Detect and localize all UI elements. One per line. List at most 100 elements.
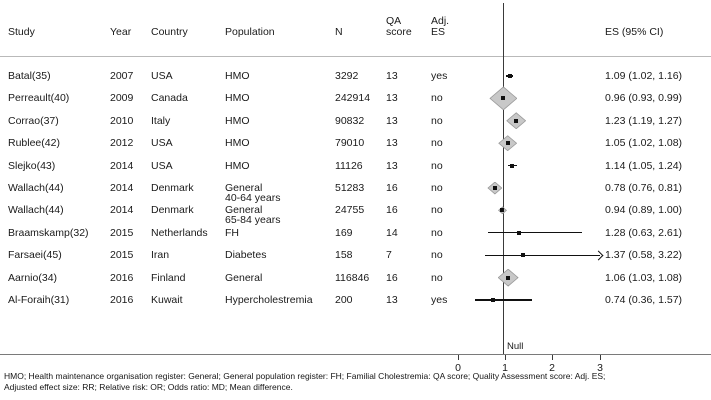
population-cell: General [225, 182, 263, 194]
es-ci-cell: 0.78 (0.76, 0.81) [605, 182, 683, 194]
point-estimate-marker [501, 96, 506, 101]
column-header-study: Study [8, 26, 35, 38]
adj-es-cell: no [431, 204, 443, 216]
population-cell: General [225, 272, 263, 284]
population-cell: HMO [225, 137, 250, 149]
study-cell: Rublee(42) [8, 137, 60, 149]
country-cell: Netherlands [151, 227, 208, 239]
adj-es-cell: yes [431, 294, 448, 306]
country-cell: USA [151, 160, 173, 172]
year-cell: 2016 [110, 294, 134, 306]
es-ci-cell: 1.23 (1.19, 1.27) [605, 115, 683, 127]
null-label: Null [507, 341, 524, 352]
n-cell: 51283 [335, 182, 365, 194]
column-header-adj-es-line2: ES [431, 26, 446, 38]
es-ci-cell: 0.74 (0.36, 1.57) [605, 294, 683, 306]
adj-es-cell: no [431, 137, 443, 149]
year-cell: 2014 [110, 160, 134, 172]
x-axis-tick-label: 3 [597, 362, 603, 374]
n-cell: 79010 [335, 137, 365, 149]
population-subline: 65-84 years [225, 214, 281, 226]
es-ci-cell: 1.37 (0.58, 3.22) [605, 249, 683, 261]
qa-score-cell: 13 [386, 92, 398, 104]
x-axis-tick [458, 355, 460, 360]
x-axis-line [0, 354, 711, 356]
n-cell: 90832 [335, 115, 365, 127]
column-header-n: N [335, 26, 343, 38]
header-rule [0, 56, 711, 58]
point-estimate-marker [506, 275, 511, 280]
column-header-year: Year [110, 26, 132, 38]
es-ci-cell: 1.28 (0.63, 2.61) [605, 227, 683, 239]
x-axis-tick-label: 1 [502, 362, 508, 374]
country-cell: Finland [151, 272, 186, 284]
adj-es-cell: no [431, 272, 443, 284]
population-cell: HMO [225, 70, 250, 82]
study-cell: Al-Foraih(31) [8, 294, 70, 306]
qa-score-cell: 13 [386, 160, 398, 172]
population-subline: 40-64 years [225, 192, 281, 204]
study-cell: Corrao(37) [8, 115, 59, 127]
column-header-population: Population [225, 26, 275, 38]
es-ci-cell: 0.94 (0.89, 1.00) [605, 204, 683, 216]
footnote-line2: Adjusted effect size: RR; Relative risk:… [4, 382, 293, 392]
study-cell: Wallach(44) [8, 204, 64, 216]
qa-score-cell: 13 [386, 137, 398, 149]
population-cell: HMO [225, 160, 250, 172]
es-ci-cell: 1.05 (1.02, 1.08) [605, 137, 683, 149]
x-axis-tick-label: 0 [455, 362, 461, 374]
es-ci-cell: 1.09 (1.02, 1.16) [605, 70, 683, 82]
qa-score-cell: 14 [386, 227, 398, 239]
point-estimate-marker [507, 74, 512, 78]
null-reference-line [503, 3, 505, 355]
adj-es-cell: no [431, 115, 443, 127]
year-cell: 2009 [110, 92, 134, 104]
column-header-qa-score-line2: score [386, 26, 412, 38]
es-ci-cell: 1.14 (1.05, 1.24) [605, 160, 683, 172]
country-cell: Canada [151, 92, 188, 104]
confidence-interval-line [475, 299, 533, 301]
qa-score-cell: 16 [386, 272, 398, 284]
qa-score-cell: 16 [386, 182, 398, 194]
year-cell: 2012 [110, 137, 134, 149]
country-cell: Denmark [151, 204, 194, 216]
qa-score-cell: 13 [386, 70, 398, 82]
study-cell: Aarnio(34) [8, 272, 58, 284]
column-header-qa-score-line1: QA [386, 15, 402, 27]
point-estimate-marker [514, 118, 519, 123]
adj-es-cell: no [431, 249, 443, 261]
adj-es-cell: no [431, 160, 443, 172]
point-estimate-marker [500, 208, 505, 213]
country-cell: Denmark [151, 182, 194, 194]
confidence-interval-line [487, 232, 582, 234]
country-cell: Kuwait [151, 294, 183, 306]
point-estimate-marker [505, 141, 510, 146]
point-estimate-marker [516, 230, 521, 235]
study-cell: Braamskamp(32) [8, 227, 89, 239]
country-cell: USA [151, 70, 173, 82]
adj-es-cell: no [431, 182, 443, 194]
study-cell: Slejko(43) [8, 160, 56, 172]
footnote-line1: HMO; Health maintenance organisation reg… [4, 371, 606, 381]
population-cell: FH [225, 227, 239, 239]
study-cell: Wallach(44) [8, 182, 64, 194]
es-ci-cell: 1.06 (1.03, 1.08) [605, 272, 683, 284]
year-cell: 2014 [110, 204, 134, 216]
qa-score-cell: 13 [386, 115, 398, 127]
n-cell: 3292 [335, 70, 359, 82]
point-estimate-marker [492, 186, 497, 190]
country-cell: Italy [151, 115, 171, 127]
point-estimate-marker [509, 163, 514, 168]
country-cell: USA [151, 137, 173, 149]
population-cell: Hypercholestremia [225, 294, 313, 306]
x-axis-tick-label: 2 [549, 362, 555, 374]
country-cell: Iran [151, 249, 170, 261]
year-cell: 2010 [110, 115, 134, 127]
column-header-es-ci: ES (95% CI) [605, 26, 664, 38]
population-cell: Diabetes [225, 249, 267, 261]
study-cell: Farsaei(45) [8, 249, 62, 261]
x-axis-tick [505, 355, 507, 360]
year-cell: 2016 [110, 272, 134, 284]
